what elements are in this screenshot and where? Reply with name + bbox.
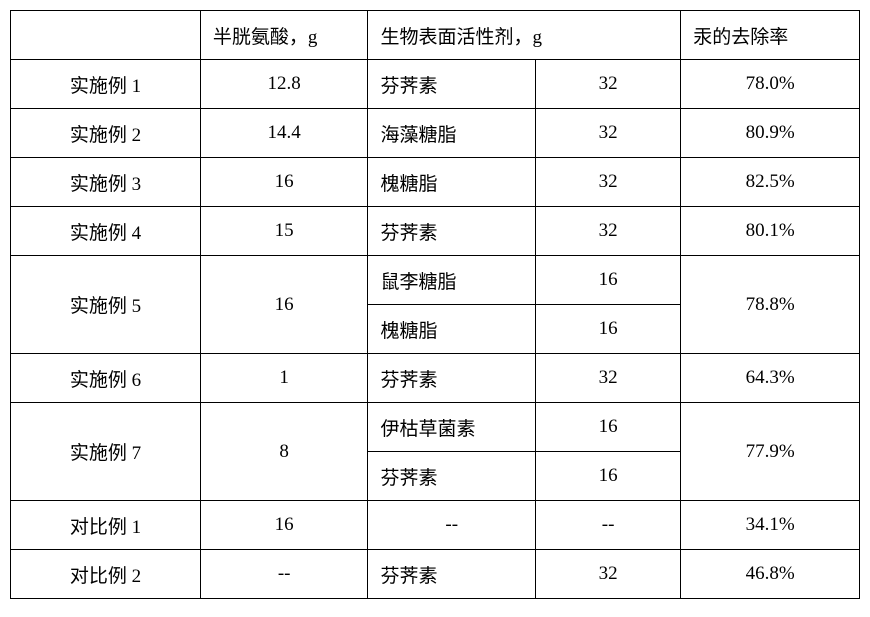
cysteine-value: 16 [200,501,368,550]
header-row: 半胱氨酸，g生物表面活性剂，g汞的去除率 [11,11,860,60]
row-label: 实施例 5 [11,256,201,354]
surfactant-name: 伊枯草菌素 [368,403,536,452]
table-row: 实施例 415芬荠素3280.1% [11,207,860,256]
table-row: 实施例 61芬荠素3264.3% [11,354,860,403]
removal-rate: 78.8% [681,256,860,354]
cysteine-value: 14.4 [200,109,368,158]
row-label: 对比例 1 [11,501,201,550]
table-row: 实施例 516鼠李糖脂1678.8% [11,256,860,305]
cysteine-value: 16 [200,158,368,207]
table-row: 实施例 78伊枯草菌素1677.9% [11,403,860,452]
cysteine-value: -- [200,550,368,599]
cysteine-value: 8 [200,403,368,501]
surfactant-name: 海藻糖脂 [368,109,536,158]
surfactant-amount: 32 [535,354,680,403]
header-blank [11,11,201,60]
row-label: 实施例 4 [11,207,201,256]
row-label: 实施例 1 [11,60,201,109]
removal-rate: 64.3% [681,354,860,403]
removal-rate: 34.1% [681,501,860,550]
surfactant-amount: 16 [535,305,680,354]
removal-rate: 82.5% [681,158,860,207]
removal-rate: 46.8% [681,550,860,599]
surfactant-name: 芬荠素 [368,207,536,256]
removal-rate: 80.9% [681,109,860,158]
surfactant-name: 芬荠素 [368,354,536,403]
surfactant-name: 槐糖脂 [368,158,536,207]
surfactant-amount: 32 [535,60,680,109]
cysteine-value: 12.8 [200,60,368,109]
table-body: 半胱氨酸，g生物表面活性剂，g汞的去除率实施例 112.8芬荠素3278.0%实… [11,11,860,599]
row-label: 对比例 2 [11,550,201,599]
table-row: 对比例 2--芬荠素3246.8% [11,550,860,599]
cysteine-value: 1 [200,354,368,403]
table-row: 实施例 112.8芬荠素3278.0% [11,60,860,109]
cysteine-value: 16 [200,256,368,354]
surfactant-amount: 16 [535,452,680,501]
surfactant-name: 芬荠素 [368,550,536,599]
row-label: 实施例 6 [11,354,201,403]
surfactant-name: -- [368,501,536,550]
removal-rate: 77.9% [681,403,860,501]
surfactant-amount: 32 [535,207,680,256]
header-removal: 汞的去除率 [681,11,860,60]
cysteine-value: 15 [200,207,368,256]
surfactant-name: 槐糖脂 [368,305,536,354]
surfactant-amount: -- [535,501,680,550]
table-row: 实施例 214.4海藻糖脂3280.9% [11,109,860,158]
surfactant-name: 芬荠素 [368,452,536,501]
surfactant-amount: 32 [535,109,680,158]
data-table: 半胱氨酸，g生物表面活性剂，g汞的去除率实施例 112.8芬荠素3278.0%实… [10,10,860,599]
removal-rate: 78.0% [681,60,860,109]
header-cysteine: 半胱氨酸，g [200,11,368,60]
table-row: 实施例 316槐糖脂3282.5% [11,158,860,207]
surfactant-amount: 32 [535,550,680,599]
surfactant-name: 芬荠素 [368,60,536,109]
header-surfactant: 生物表面活性剂，g [368,11,681,60]
row-label: 实施例 7 [11,403,201,501]
row-label: 实施例 3 [11,158,201,207]
row-label: 实施例 2 [11,109,201,158]
surfactant-amount: 32 [535,158,680,207]
surfactant-name: 鼠李糖脂 [368,256,536,305]
removal-rate: 80.1% [681,207,860,256]
table-row: 对比例 116----34.1% [11,501,860,550]
surfactant-amount: 16 [535,256,680,305]
surfactant-amount: 16 [535,403,680,452]
